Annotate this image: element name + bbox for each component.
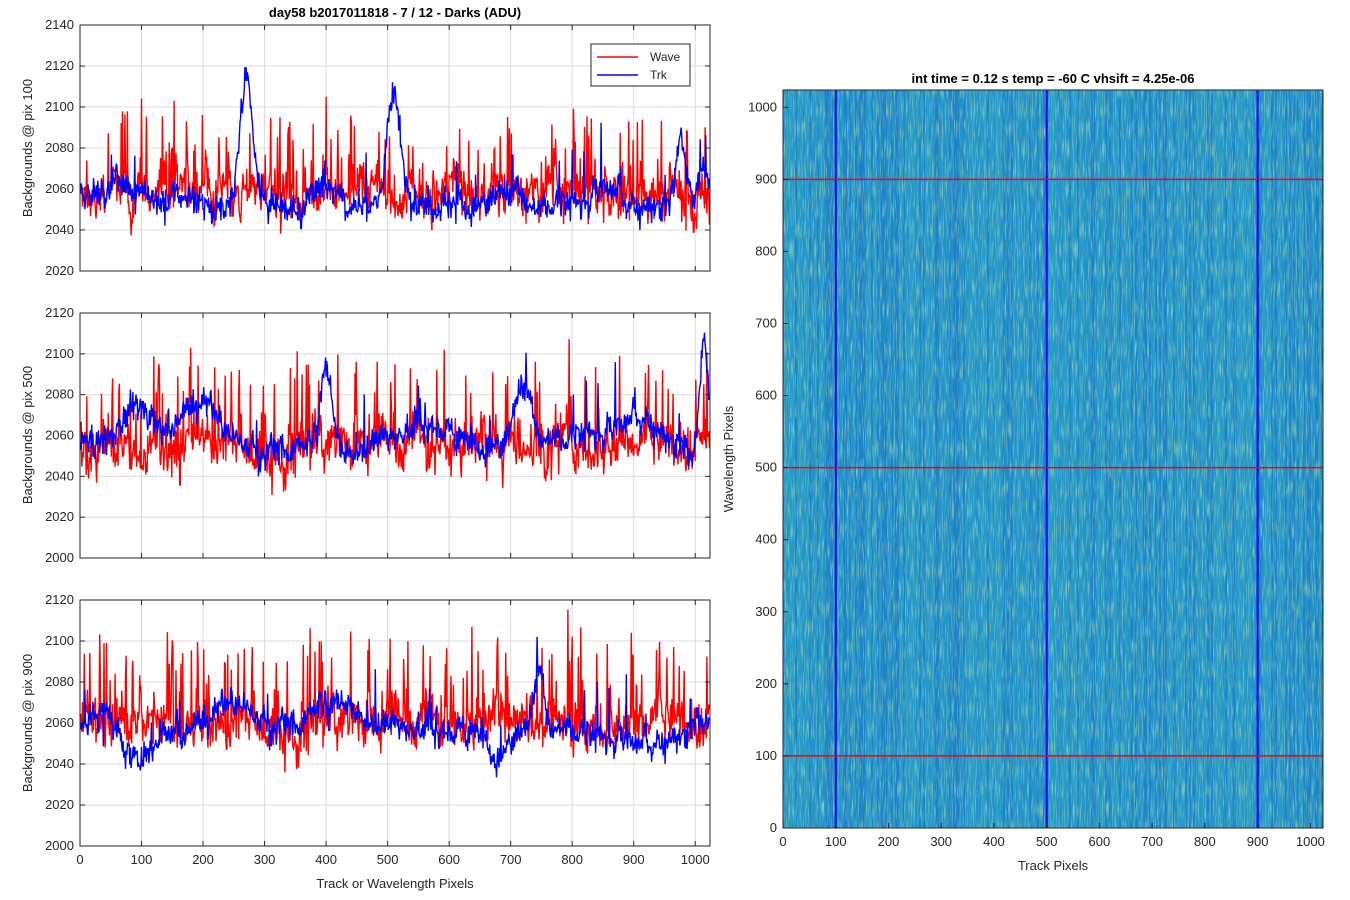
y-tick-label: 2080 xyxy=(45,140,74,155)
heatmap-panel: 0 100 200 300 400 500 600 700 800 900 1000 0 100 200 3… xyxy=(721,71,1325,873)
panel-3-xlabel: Track or Wavelength Pixels xyxy=(316,876,474,891)
panel-3-ylabel: Backgrounds @ pix 900 xyxy=(20,654,35,792)
legend-box xyxy=(590,43,691,87)
y-tick-label: 2040 xyxy=(45,468,74,483)
heatmap-axes-box xyxy=(782,89,1324,829)
heatmap-x-tick-label: 600 xyxy=(1089,834,1111,849)
heatmap-x-tick-label: 800 xyxy=(1194,834,1216,849)
heatmap-x-tick-label: 400 xyxy=(983,834,1005,849)
heatmap-y-tick-label: 700 xyxy=(755,316,777,331)
heatmap-x-tick-label: 500 xyxy=(1036,834,1058,849)
heatmap-y-tick-label: 600 xyxy=(755,388,777,403)
x-tick-label: 900 xyxy=(623,852,645,867)
x-tick-label: 500 xyxy=(377,852,399,867)
heatmap-x-tick-label: 1000 xyxy=(1296,834,1325,849)
series-trk-line xyxy=(80,636,710,778)
heatmap-xlabel: Track Pixels xyxy=(1018,858,1089,873)
heatmap-x-tick-label: 700 xyxy=(1141,834,1163,849)
legend-trk-label: Trk xyxy=(650,68,668,82)
heatmap-y-tick-label: 800 xyxy=(755,243,777,258)
line-panel-pix-100: 2020 2040 2060 2080 2100 2120 2140 day58 b2017… xyxy=(20,5,711,278)
y-tick-label: 2100 xyxy=(45,346,74,361)
y-tick-label: 2120 xyxy=(45,592,74,607)
heatmap-y-tick-label: 1000 xyxy=(748,99,777,114)
heatmap-y-tick-label: 0 xyxy=(770,820,777,835)
y-tick-label: 2020 xyxy=(45,509,74,524)
heatmap-title: int time = 0.12 s temp = -60 C vhsift = … xyxy=(912,71,1195,86)
y-tick-label: 2080 xyxy=(45,387,74,402)
y-tick-label: 2100 xyxy=(45,633,74,648)
panel-2-plot: 2000 2020 2040 2060 2080 2100 2120 xyxy=(45,305,711,565)
y-tick-label: 2040 xyxy=(45,222,74,237)
y-tick-label: 2080 xyxy=(45,674,74,689)
legend: Wave Trk xyxy=(590,43,691,87)
x-tick-label: 400 xyxy=(315,852,337,867)
series-wave-line xyxy=(80,339,710,496)
x-tick-label: 1000 xyxy=(681,852,710,867)
y-tick-label: 2020 xyxy=(45,797,74,812)
line-panel-pix-500: 2000 2020 2040 2060 2080 2100 2120 Backgrounds… xyxy=(20,305,711,565)
x-tick-label: 800 xyxy=(561,852,583,867)
legend-wave-label: Wave xyxy=(650,50,681,64)
x-tick-label: 100 xyxy=(131,852,153,867)
y-tick-label: 2020 xyxy=(45,263,74,278)
heatmap-ylabel: Wavelength Pixels xyxy=(721,405,736,512)
x-tick-label: 700 xyxy=(500,852,522,867)
series-trk-line xyxy=(80,67,710,231)
y-tick-label: 2060 xyxy=(45,181,74,196)
y-tick-label: 2000 xyxy=(45,550,74,565)
heatmap-y-tick-label: 500 xyxy=(755,460,777,475)
panel-1-ylabel: Backgrounds @ pix 100 xyxy=(20,79,35,217)
heatmap-x-tick-label: 100 xyxy=(825,834,847,849)
y-tick-label: 2120 xyxy=(45,58,74,73)
x-tick-label: 200 xyxy=(192,852,214,867)
heatmap-x-tick-label: 0 xyxy=(779,834,786,849)
y-tick-label: 2100 xyxy=(45,99,74,114)
heatmap-x-tick-label: 300 xyxy=(930,834,952,849)
heatmap-plot: 0 100 200 300 400 500 600 700 800 900 1000 0 100 200 3… xyxy=(748,89,1325,849)
heatmap-x-tick-label: 900 xyxy=(1247,834,1269,849)
x-tick-label: 300 xyxy=(254,852,276,867)
heatmap-y-tick-label: 900 xyxy=(755,171,777,186)
heatmap-y-tick-label: 300 xyxy=(755,604,777,619)
heatmap-texture xyxy=(783,90,1323,828)
heatmap-y-tick-label: 100 xyxy=(755,748,777,763)
y-tick-label: 2000 xyxy=(45,838,74,853)
panel-3-plot: 0 100 200 300 400 500 600 700 800 900 1000 2000 2020… xyxy=(45,592,711,867)
heatmap-x-tick-label: 200 xyxy=(878,834,900,849)
y-tick-label: 2060 xyxy=(45,715,74,730)
heatmap-y-tick-label: 400 xyxy=(755,532,777,547)
line-panel-pix-900: 0 100 200 300 400 500 600 700 800 900 1000 2000 2020… xyxy=(20,592,711,891)
x-tick-label: 600 xyxy=(438,852,460,867)
y-tick-label: 2120 xyxy=(45,305,74,320)
panel-2-ylabel: Backgrounds @ pix 500 xyxy=(20,366,35,504)
y-tick-label: 2040 xyxy=(45,756,74,771)
x-tick-label: 0 xyxy=(76,852,83,867)
series-trk-line xyxy=(80,332,710,477)
series-wave-line xyxy=(80,96,710,236)
y-tick-label: 2140 xyxy=(45,17,74,32)
y-tick-label: 2060 xyxy=(45,428,74,443)
heatmap-y-tick-label: 200 xyxy=(755,676,777,691)
panel-1-title: day58 b2017011818 - 7 / 12 - Darks (ADU) xyxy=(269,5,521,20)
